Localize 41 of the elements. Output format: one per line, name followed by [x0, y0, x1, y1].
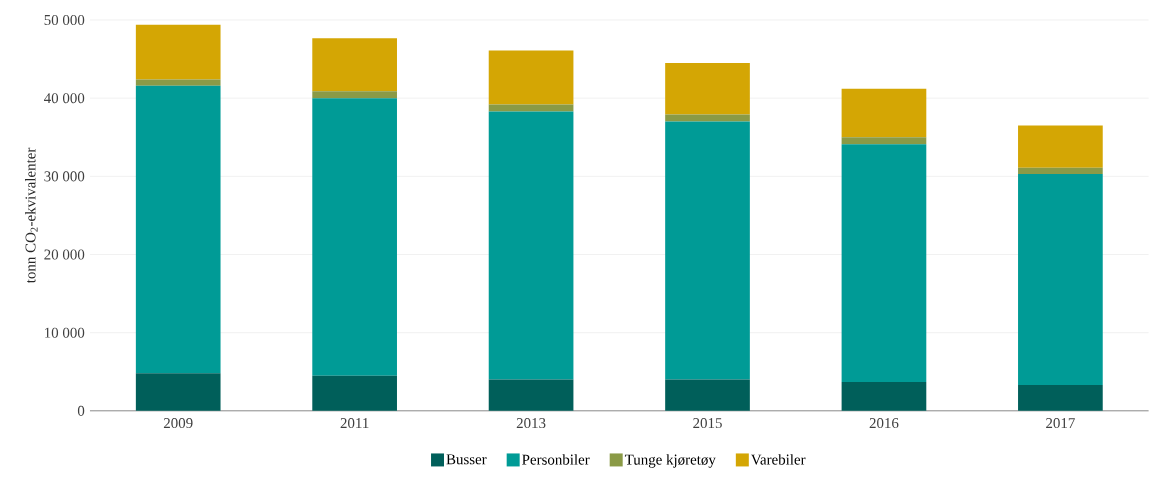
bar [665, 121, 750, 380]
y-tick-label: 10 000 [45, 327, 85, 338]
bar [312, 91, 397, 99]
x-tick-label: 2017 [1046, 418, 1075, 429]
x-tick-label: 2013 [516, 418, 546, 429]
bar [135, 373, 221, 411]
x-tick-label: 2015 [693, 418, 722, 429]
bar [841, 382, 927, 411]
y-tick-label: 40 000 [44, 93, 85, 104]
bar [488, 104, 574, 112]
legend-label: Varebiler [750, 454, 806, 465]
bar [312, 375, 397, 411]
bar [488, 50, 574, 105]
bar [1018, 125, 1103, 168]
y-tick-label: 50 000 [44, 15, 85, 26]
bar [665, 114, 750, 122]
bar [1018, 174, 1103, 386]
legend-label: Busser [446, 454, 487, 465]
bar [488, 379, 574, 411]
bar [1018, 167, 1103, 175]
bar [135, 24, 221, 80]
bar [312, 98, 397, 376]
x-tick-label: 2009 [163, 418, 193, 429]
bar [1018, 385, 1103, 411]
legend-label: Personbiler [522, 454, 590, 465]
bar [488, 111, 574, 380]
x-tick-label: 2011 [340, 418, 369, 429]
y-tick-label: 20 000 [44, 249, 85, 260]
y-tick-label: 0 [77, 405, 85, 416]
bar [135, 79, 221, 86]
y-axis-title: tonn CO$_{2}$-ekvivalenter [25, 147, 38, 284]
bar [841, 144, 927, 383]
y-tick-label: 30 000 [44, 171, 85, 182]
bar [665, 379, 750, 411]
x-tick-label: 2016 [869, 418, 899, 429]
bar [312, 38, 397, 92]
bar [841, 137, 927, 145]
bar [665, 63, 750, 115]
legend-label: Tunge kjøretøy [624, 454, 716, 468]
bar [841, 88, 927, 138]
bar [135, 85, 221, 374]
